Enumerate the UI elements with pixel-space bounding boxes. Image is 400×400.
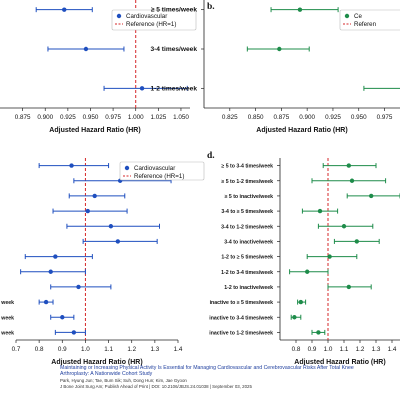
row-label-c: week [0, 315, 14, 321]
hr-point-c [60, 315, 65, 320]
hr-point-c [71, 330, 77, 335]
x-tick-label-b: 0.900 [299, 114, 315, 121]
legend-ref-label-a: Reference (HR=1) [126, 21, 176, 28]
row-label-c: week [0, 330, 14, 336]
row-label-b: 3-4 times/week [150, 46, 197, 53]
x-tick-label-a: 1.025 [150, 114, 166, 121]
x-tick-label-a: 0.950 [83, 114, 99, 121]
hr-point-c [43, 299, 49, 305]
x-tick-label-b: 0.975 [377, 114, 393, 121]
hr-point-c [85, 208, 90, 214]
panel-label-d: d. [207, 151, 215, 161]
x-tick-label-d: 1.2 [356, 346, 365, 353]
x-tick-label-c: 1.1 [104, 346, 113, 353]
hr-point-c [53, 254, 58, 259]
row-label-d: 3-4 to inactive/week [224, 239, 273, 245]
x-tick-label-c: 1.4 [174, 346, 183, 353]
legend-series-label-a: Cardiovascular [126, 13, 167, 20]
row-label-b: 1-2 times/week [150, 85, 197, 92]
hr-point-d [369, 193, 374, 199]
row-label-d: inactive to 3-4 times/week [209, 315, 273, 321]
legend-box-c [119, 161, 205, 181]
panel-label-b: b. [207, 2, 215, 12]
x-tick-label-c: 1.2 [127, 346, 136, 353]
row-label-d: 1-2 to 3-4 times/week [221, 270, 273, 276]
hr-point-d [292, 315, 297, 320]
x-tick-label-c: 0.8 [35, 346, 44, 353]
x-tick-label-d: 1.0 [324, 346, 333, 353]
x-tick-label-c: 0.7 [12, 346, 21, 353]
legend-ref-label-c: Reference (HR=1) [134, 173, 184, 180]
x-tick-label-c: 0.9 [58, 346, 67, 353]
x-tick-label-c: 1.3 [150, 346, 159, 353]
hr-point-c [92, 193, 97, 199]
hr-point-d [346, 284, 351, 290]
legend-marker-c [124, 165, 130, 171]
x-tick-label-b: 0.950 [351, 114, 367, 121]
x-axis-label-d: Adjusted Hazard Ratio (HR) [294, 359, 385, 366]
hr-point-d [327, 254, 332, 259]
row-label-d: ≥ 5 to inactive/week [225, 194, 274, 200]
hr-point-c [108, 224, 114, 229]
legend-marker-a [116, 13, 122, 19]
x-tick-label-b: 0.825 [222, 114, 238, 121]
x-tick-label-d: 0.8 [292, 346, 301, 353]
hr-point-d [305, 269, 310, 274]
hr-point-c [76, 284, 81, 290]
hr-point-d [354, 239, 359, 244]
row-label-d: 1-2 to ≥ 5 times/week [221, 255, 273, 261]
row-label-d: 3-4 to 1-2 times/week [221, 224, 273, 230]
row-label-c: week [0, 300, 14, 306]
x-tick-label-b: 0.875 [273, 114, 289, 121]
row-label-d: 1-2 to inactive/week [224, 285, 273, 291]
x-axis-label-b: Adjusted Hazard Ratio (HR) [256, 127, 347, 134]
legend-box-b [339, 9, 400, 31]
x-axis-label-a: Adjusted Hazard Ratio (HR) [49, 127, 140, 134]
hr-point-b [297, 7, 303, 12]
x-axis-label-c: Adjusted Hazard Ratio (HR) [51, 359, 142, 366]
x-tick-label-a: 1.050 [173, 114, 189, 121]
x-tick-label-a: 0.900 [37, 114, 53, 121]
hr-point-b [277, 46, 282, 52]
hr-point-a [83, 46, 89, 52]
row-label-d: ≥ 5 to 3-4 times/week [221, 164, 273, 170]
legend-series-label-b: Ce [354, 13, 362, 20]
hr-point-c [115, 239, 121, 244]
x-tick-label-d: 1.1 [340, 346, 349, 353]
article-journal: J Bone Joint Surg Am; Publish Ahead of P… [60, 384, 252, 389]
legend-series-label-c: Cardiovascular [134, 165, 175, 172]
hr-point-d [316, 330, 321, 335]
x-tick-label-a: 0.875 [15, 114, 31, 121]
x-tick-label-a: 0.925 [60, 114, 76, 121]
x-tick-label-c: 1.0 [81, 346, 90, 353]
hr-point-d [349, 178, 355, 183]
legend-box-a [111, 9, 197, 31]
article-title[interactable]: Maintaining or Increasing Physical Activ… [60, 365, 354, 378]
row-label-d: inactive to 1-2 times/week [209, 330, 273, 336]
article-authors: Park, Hyung Jun; Tae, Bum Sik; Suh, Dong… [60, 378, 187, 383]
row-label-d: 3-4 to ≥ 5 times/week [221, 209, 273, 215]
legend-ref-label-b: Referen [354, 21, 377, 28]
legend-marker-b [344, 13, 350, 19]
x-tick-label-a: 0.975 [105, 114, 121, 121]
row-label-d: inactive to ≥ 5 times/week [210, 300, 274, 306]
x-tick-label-d: 1.4 [388, 346, 397, 353]
x-tick-label-b: 0.850 [248, 114, 264, 121]
hr-point-a [139, 86, 145, 91]
row-label-b: ≥ 5 times/week [151, 7, 197, 14]
hr-point-c [48, 269, 53, 274]
x-tick-label-d: 0.9 [308, 346, 317, 353]
hr-point-d [346, 163, 351, 168]
hr-point-d [341, 224, 347, 229]
hr-point-c [69, 163, 74, 168]
hr-point-d [298, 299, 303, 305]
row-label-d: ≥ 5 to 1-2 times/week [221, 179, 273, 185]
x-tick-label-d: 1.3 [372, 346, 381, 353]
hr-point-a [62, 7, 67, 12]
hr-point-d [317, 208, 323, 214]
x-tick-label-a: 1.000 [128, 114, 144, 121]
x-tick-label-b: 0.925 [325, 114, 341, 121]
